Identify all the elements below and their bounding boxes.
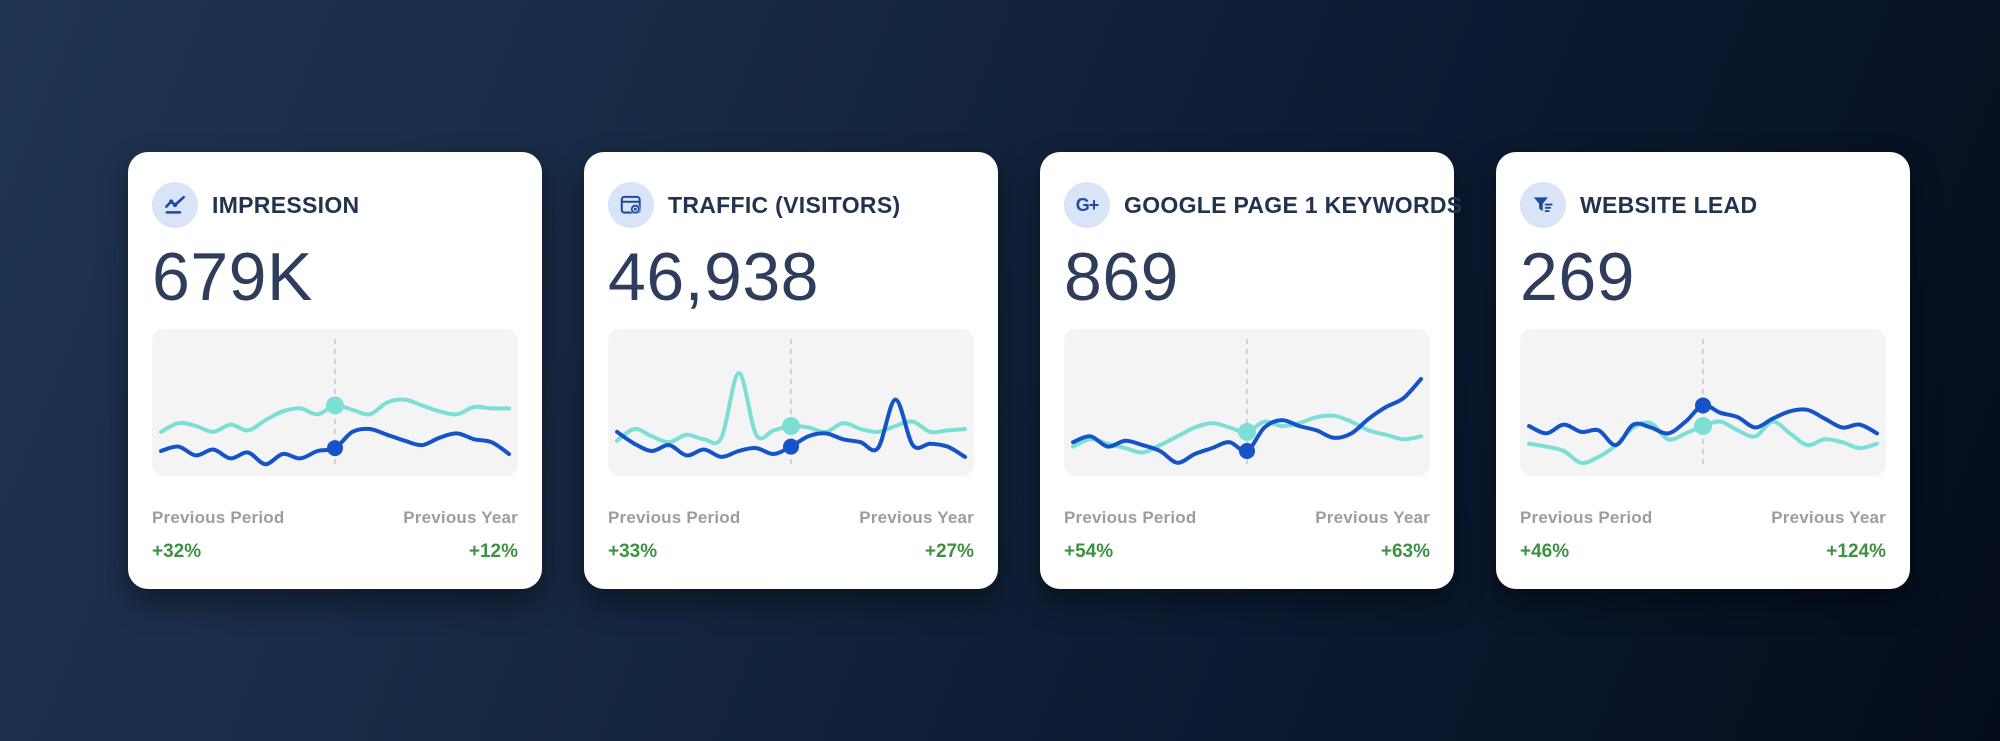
previous-period-change: +46% [1520, 541, 1570, 562]
previous-marker-dot [326, 396, 344, 415]
kpi-value: 869 [1064, 239, 1179, 315]
previous-period-change: +33% [608, 541, 658, 562]
google-plus-icon: G+ [1064, 182, 1110, 228]
previous-period-label: Previous Period [1064, 508, 1197, 527]
trend-line-icon [152, 182, 198, 228]
previous-marker-dot [782, 416, 800, 435]
card-footer: Previous Period +46% Previous Year +124% [1520, 508, 1886, 563]
previous-marker-dot [1238, 422, 1256, 441]
previous-period-label: Previous Period [608, 508, 741, 527]
card-title: WEBSITE LEAD [1580, 191, 1758, 218]
card-footer: Previous Period +32% Previous Year +12% [152, 508, 518, 563]
kpi-card-traffic: TRAFFIC (VISITORS) 46,938 Previous Perio… [584, 152, 998, 589]
sparkline-chart[interactable] [608, 328, 974, 476]
previous-year-change: +12% [468, 541, 518, 562]
kpi-card-impression: IMPRESSION 679K Previous Period +32% Pre… [128, 152, 542, 589]
card-title: TRAFFIC (VISITORS) [668, 191, 901, 218]
previous-period-column: Previous Period +32% [152, 508, 284, 563]
google-plus-glyph: G+ [1075, 194, 1099, 215]
kpi-value: 679K [152, 239, 313, 315]
kpi-card-google-keywords: G+ GOOGLE PAGE 1 KEYWORDS 869 Previous P… [1040, 152, 1462, 589]
sparkline-chart[interactable] [152, 328, 518, 476]
previous-year-change: +124% [1826, 541, 1886, 562]
previous-year-label: Previous Year [1315, 508, 1430, 527]
previous-year-label: Previous Year [859, 508, 974, 527]
previous-year-change: +63% [1380, 541, 1430, 562]
browser-eye-icon [608, 182, 654, 228]
previous-period-column: Previous Period +54% [1064, 508, 1196, 563]
funnel-icon [1520, 182, 1566, 228]
sparkline-chart[interactable] [1064, 328, 1430, 476]
current-marker-dot [1239, 442, 1255, 459]
previous-marker-dot [1694, 416, 1712, 435]
card-title: GOOGLE PAGE 1 KEYWORDS [1124, 191, 1463, 218]
kpi-value: 46,938 [608, 239, 819, 315]
previous-period-column: Previous Period +33% [608, 508, 740, 563]
previous-year-column: Previous Year +12% [403, 508, 518, 563]
card-title: IMPRESSION [212, 191, 360, 218]
card-footer: Previous Period +33% Previous Year +27% [608, 508, 974, 563]
previous-year-column: Previous Year +124% [1771, 508, 1886, 563]
previous-year-label: Previous Year [1771, 508, 1886, 527]
previous-period-column: Previous Period +46% [1520, 508, 1652, 563]
kpi-cards-row: IMPRESSION 679K Previous Period +32% Pre… [128, 152, 1910, 589]
kpi-card-website-lead: WEBSITE LEAD 269 Previous Period +46% Pr… [1496, 152, 1910, 589]
previous-year-label: Previous Year [403, 508, 518, 527]
card-header: IMPRESSION [152, 182, 518, 228]
current-marker-dot [783, 438, 799, 455]
sparkline-chart[interactable] [1520, 328, 1886, 476]
previous-year-column: Previous Year +63% [1315, 508, 1430, 563]
previous-period-change: +54% [1064, 541, 1114, 562]
previous-period-label: Previous Period [1520, 508, 1653, 527]
card-header: G+ GOOGLE PAGE 1 KEYWORDS [1064, 182, 1462, 228]
previous-year-column: Previous Year +27% [859, 508, 974, 563]
previous-period-change: +32% [152, 541, 202, 562]
card-header: TRAFFIC (VISITORS) [608, 182, 974, 228]
current-marker-dot [1695, 397, 1711, 414]
card-footer: Previous Period +54% Previous Year +63% [1064, 508, 1430, 563]
previous-year-change: +27% [924, 541, 974, 562]
card-header: WEBSITE LEAD [1520, 182, 1886, 228]
kpi-value: 269 [1520, 239, 1635, 315]
current-marker-dot [327, 439, 343, 456]
previous-period-label: Previous Period [152, 508, 285, 527]
